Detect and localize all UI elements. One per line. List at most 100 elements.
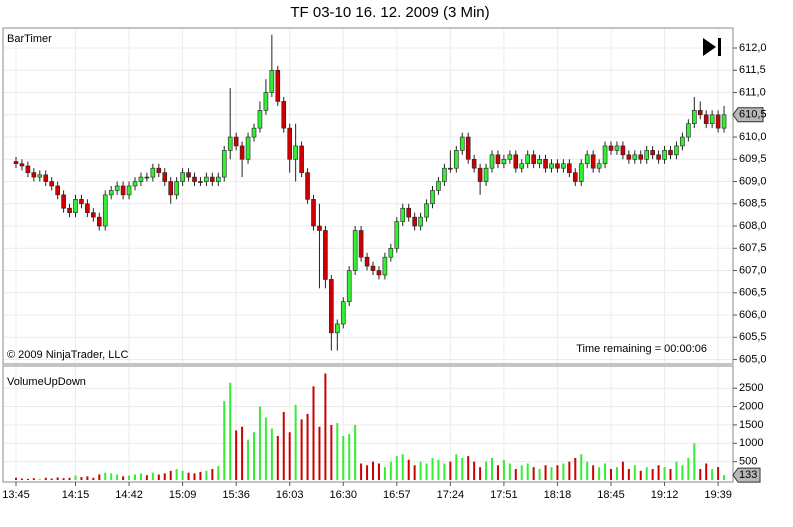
candle-body (572, 172, 578, 182)
volume-bar (193, 473, 196, 480)
candle-body (114, 185, 120, 191)
volume-bar (538, 468, 541, 480)
volume-bar (699, 468, 702, 480)
volume-bar (556, 465, 559, 480)
y-tick-label: 2500 (739, 382, 763, 394)
last-volume-marker (732, 467, 761, 483)
volume-bar (657, 465, 660, 480)
candle-body (394, 221, 400, 249)
volume-bar (473, 461, 476, 480)
candle-body (251, 127, 257, 138)
candle-body (626, 154, 632, 160)
volume-bar (288, 432, 291, 480)
chart-title: TF 03-10 16. 12. 2009 (3 Min) (290, 4, 489, 21)
volume-bar (544, 465, 547, 480)
y-tick-label: 2000 (739, 400, 763, 412)
candle-body (204, 176, 209, 182)
volume-bar (401, 454, 404, 480)
last-volume-label: 133 (739, 469, 757, 481)
volume-bar (104, 472, 107, 480)
volume-bar (330, 424, 333, 480)
volume-bar (508, 463, 511, 480)
volume-bar (461, 457, 464, 480)
candle-body (61, 194, 66, 209)
candle-body (668, 150, 673, 156)
x-tick-label: 18:18 (544, 489, 572, 501)
y-tick-label: 500 (739, 456, 757, 468)
candle-body (465, 136, 471, 160)
volume-bar (282, 412, 285, 480)
volume-bar (437, 459, 440, 480)
candle-body (376, 270, 382, 276)
y-tick-label: 612,0 (739, 42, 767, 54)
candle-body (721, 114, 727, 129)
volume-bar (163, 473, 166, 480)
candle-body (352, 230, 358, 271)
play-icon[interactable] (703, 38, 721, 56)
volume-bar (348, 434, 351, 480)
last-price-label: 610,5 (739, 109, 767, 121)
candle-body (448, 167, 453, 170)
candle-body (73, 199, 78, 213)
x-tick-label: 16:30 (329, 489, 357, 501)
candle-body (221, 150, 227, 178)
candle-body (263, 92, 269, 111)
x-tick-label: 14:15 (62, 489, 90, 501)
volume-bar (377, 463, 380, 480)
y-tick-label: 1500 (739, 419, 763, 431)
volume-bar (86, 476, 89, 480)
volume-bar (443, 463, 446, 480)
candle-body (614, 145, 620, 151)
candle-body (67, 207, 72, 213)
volume-bar (294, 404, 297, 480)
volume-bar (139, 473, 142, 480)
volume-bar (217, 466, 220, 480)
x-tick-label: 13:45 (2, 489, 30, 501)
candle-body (311, 199, 316, 227)
candle-body (602, 145, 608, 165)
volume-bar (360, 463, 363, 480)
volume-bar (705, 463, 708, 480)
volume-bar (580, 454, 583, 480)
x-tick-label: 16:03 (276, 489, 304, 501)
volume-bar (681, 465, 684, 480)
volume-bar (276, 435, 279, 480)
candle-body (126, 185, 132, 196)
candle-body (281, 101, 287, 129)
candle-body (85, 203, 90, 213)
candle-body (543, 158, 548, 169)
candle-body (703, 114, 709, 124)
candle-body (293, 145, 298, 160)
volume-bar (110, 473, 113, 480)
volume-bar (151, 472, 154, 480)
volume-bar (128, 475, 131, 480)
candle-body (239, 145, 245, 160)
candle-body (168, 181, 173, 196)
volume-bar (157, 474, 160, 480)
candle-body (216, 176, 221, 182)
volume-bar (550, 467, 553, 480)
volume-bar (145, 475, 148, 480)
volume-bar (574, 457, 577, 480)
volume-bar (169, 470, 172, 480)
volume-bar (98, 474, 101, 480)
y-tick-label: 608,5 (739, 198, 767, 210)
volume-bar (20, 478, 23, 480)
x-tick-label: 18:45 (597, 489, 625, 501)
candle-body (192, 176, 197, 182)
candle-body (138, 176, 144, 182)
candle-body (567, 163, 572, 173)
volume-bar (627, 468, 630, 480)
candle-body (680, 136, 685, 147)
volume-bar (395, 456, 398, 480)
volume-bar (532, 467, 535, 480)
volume-bar (610, 468, 612, 480)
volume-bar (74, 475, 77, 480)
candle-body (442, 167, 447, 182)
y-tick-label: 609,0 (739, 175, 767, 187)
candle-body (37, 174, 43, 178)
volume-title: VolumeUpDown (7, 376, 86, 388)
volume-bar (92, 477, 95, 480)
volume-bar (181, 470, 184, 480)
grid (4, 29, 732, 481)
